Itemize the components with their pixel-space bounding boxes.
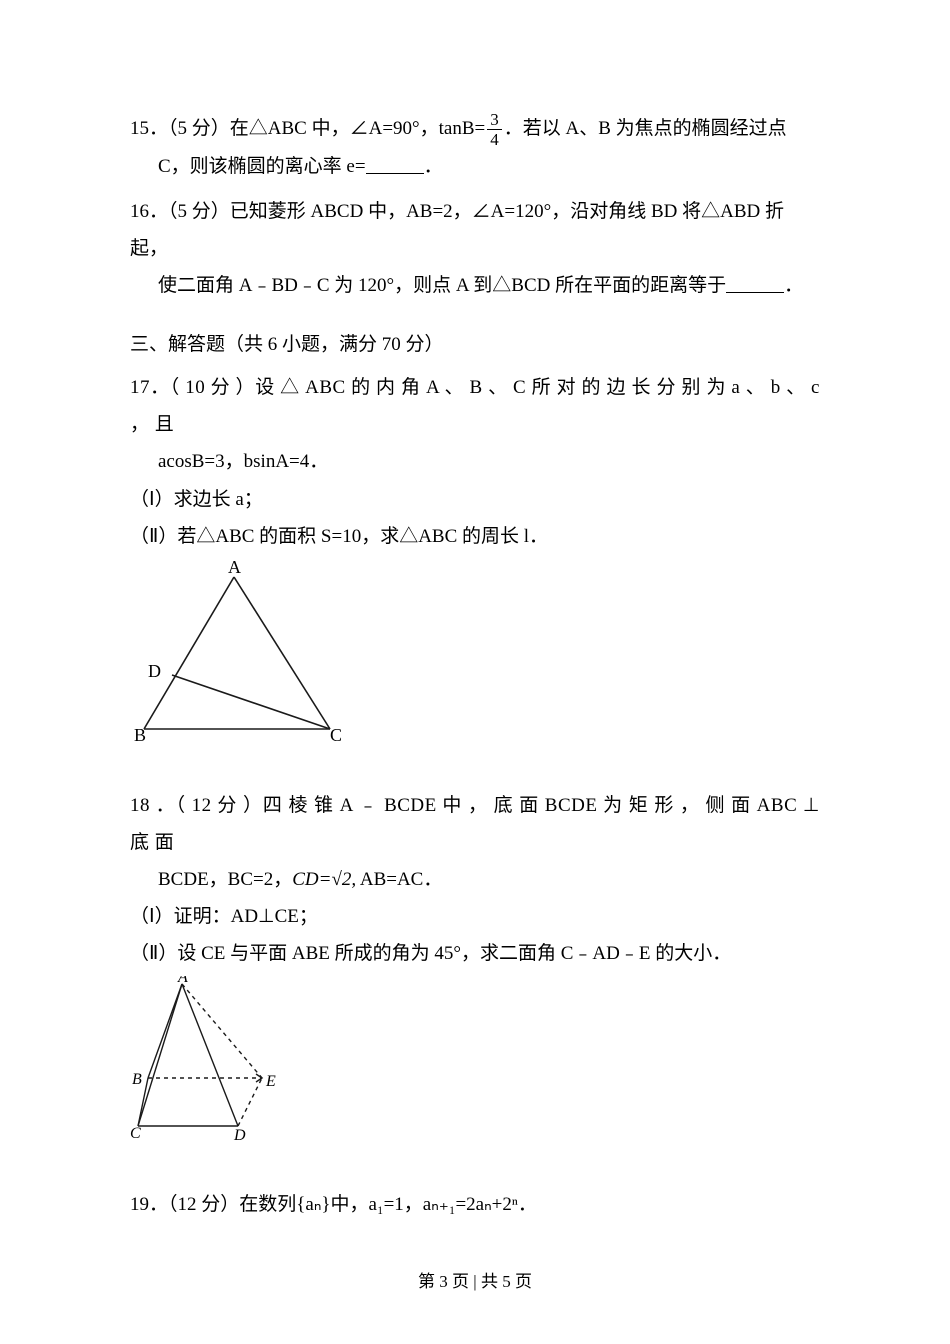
- q15-frac: 34: [487, 111, 502, 148]
- section-3-text: 三、解答题（共 6 小题，满分 70 分）: [130, 334, 444, 355]
- q16-l2a: 使二面角 A﹣BD﹣C 为 120°，则点 A 到△BCD 所在平面的距离等于: [158, 275, 726, 296]
- q19-text: 在数列{aₙ}中，a₁=1，aₙ₊₁=2aₙ+2ⁿ．: [239, 1194, 537, 1215]
- q16-points: （5 分）: [168, 201, 230, 222]
- q15-line1: 15．（5 分）在△ABC 中，∠A=90°，tanB=34．若以 A、B 为焦…: [130, 110, 820, 148]
- svg-text:C: C: [330, 725, 342, 743]
- footer-prefix: 第: [418, 1272, 439, 1291]
- q15-l2a: C，则该椭圆的离心率 e=: [158, 156, 366, 177]
- q15-line2: C，则该椭圆的离心率 e= ．: [130, 148, 820, 185]
- q16-blank: [726, 273, 784, 293]
- question-17: 17．（ 10 分 ）设 △ ABC 的 内 角 A 、 B 、 C 所 对 的…: [130, 369, 820, 742]
- q18-line1: 18 ．（ 12 分 ）四 棱 锥 A ﹣ BCDE 中 ， 底 面 BCDE …: [130, 787, 820, 861]
- q18-points: （ 12 分 ）: [176, 795, 263, 816]
- q18-l2c: AB=AC．: [356, 869, 442, 890]
- question-15: 15．（5 分）在△ABC 中，∠A=90°，tanB=34．若以 A、B 为焦…: [130, 110, 820, 185]
- q18-part1: （Ⅰ）证明：AD⊥CE；: [130, 898, 820, 935]
- q18-cd: CD=√2,: [292, 869, 356, 890]
- svg-text:C: C: [130, 1125, 141, 1142]
- question-19: 19．（12 分）在数列{aₙ}中，a₁=1，aₙ₊₁=2aₙ+2ⁿ．: [130, 1186, 820, 1223]
- q17-line2: acosB=3，bsinA=4．: [130, 443, 820, 480]
- svg-text:B: B: [134, 725, 146, 743]
- q15-l2b: ．: [424, 156, 443, 177]
- svg-text:A: A: [177, 976, 188, 986]
- pyramid-diagram: A B C D E: [130, 976, 300, 1142]
- q17-diagram: A B C D: [130, 561, 820, 743]
- q16-l2b: ．: [784, 275, 803, 296]
- q15-text1: 在△ABC 中，∠A=90°，tanB=: [230, 118, 485, 139]
- q17-part2: （Ⅱ）若△ABC 的面积 S=10，求△ABC 的周长 l．: [130, 518, 820, 555]
- triangle-diagram: A B C D: [130, 561, 348, 743]
- svg-text:E: E: [265, 1073, 276, 1090]
- q19-points: （12 分）: [168, 1194, 239, 1215]
- q15-points: （5 分）: [168, 118, 230, 139]
- q15-text2: ．若以 A、B 为焦点的椭圆经过点: [504, 118, 787, 139]
- q18-line2: BCDE，BC=2，CD=√2, AB=AC．: [130, 861, 820, 898]
- q15-blank: [366, 154, 424, 174]
- section-3-title: 三、解答题（共 6 小题，满分 70 分）: [130, 326, 820, 363]
- q16-line1: 16．（5 分）已知菱形 ABCD 中，AB=2，∠A=120°，沿对角线 BD…: [130, 193, 820, 267]
- svg-text:D: D: [233, 1127, 246, 1142]
- q17-number: 17．: [130, 377, 170, 398]
- q18-number: 18 ．: [130, 795, 176, 816]
- q17-part1: （Ⅰ）求边长 a；: [130, 481, 820, 518]
- q15-number: 15．: [130, 118, 168, 139]
- q18-part2: （Ⅱ）设 CE 与平面 ABE 所成的角为 45°，求二面角 C﹣AD﹣E 的大…: [130, 935, 820, 972]
- q18-l2a: BCDE，BC=2，: [158, 869, 292, 890]
- footer-suffix: 页: [511, 1272, 532, 1291]
- question-18: 18 ．（ 12 分 ）四 棱 锥 A ﹣ BCDE 中 ， 底 面 BCDE …: [130, 787, 820, 1142]
- footer-total: 5: [502, 1272, 511, 1291]
- question-16: 16．（5 分）已知菱形 ABCD 中，AB=2，∠A=120°，沿对角线 BD…: [130, 193, 820, 304]
- svg-text:B: B: [132, 1071, 142, 1088]
- q17-line1: 17．（ 10 分 ）设 △ ABC 的 内 角 A 、 B 、 C 所 对 的…: [130, 369, 820, 443]
- q19-number: 19．: [130, 1194, 168, 1215]
- page-footer: 第 3 页 | 共 5 页: [0, 1265, 950, 1298]
- footer-page: 3: [439, 1272, 448, 1291]
- svg-text:A: A: [228, 561, 241, 577]
- footer-mid: 页 | 共: [448, 1272, 502, 1291]
- svg-text:D: D: [148, 661, 161, 681]
- q18-diagram: A B C D E: [130, 976, 820, 1142]
- q16-line2: 使二面角 A﹣BD﹣C 为 120°，则点 A 到△BCD 所在平面的距离等于 ．: [130, 267, 820, 304]
- q16-number: 16．: [130, 201, 168, 222]
- q17-points: （ 10 分 ）: [170, 377, 255, 398]
